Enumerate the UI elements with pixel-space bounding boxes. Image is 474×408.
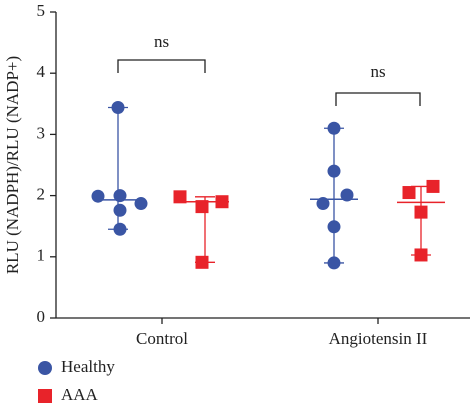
legend-marker — [38, 389, 52, 403]
point — [426, 179, 440, 193]
point — [195, 255, 209, 269]
y-tick-label: 1 — [37, 246, 46, 265]
point — [327, 256, 341, 270]
y-tick-label: 2 — [37, 185, 46, 204]
point — [113, 189, 127, 203]
point — [414, 248, 428, 262]
x-tick-label: Control — [136, 329, 188, 348]
bracket — [117, 59, 206, 73]
point — [327, 220, 341, 234]
point — [327, 121, 341, 135]
point — [113, 203, 127, 217]
point — [316, 197, 330, 211]
point — [134, 197, 148, 211]
y-tick-label: 5 — [37, 1, 46, 20]
point — [111, 100, 125, 114]
y-axis-label: RLU (NADPH)/RLU (NADP+) — [3, 56, 22, 274]
x-tick-label: Angiotensin II — [329, 329, 428, 348]
point — [340, 188, 354, 202]
legend-marker — [38, 361, 52, 375]
legend-label: AAA — [61, 385, 99, 404]
point — [215, 195, 229, 209]
point — [402, 186, 416, 200]
point — [173, 190, 187, 204]
point — [414, 205, 428, 219]
point — [327, 164, 341, 178]
point — [113, 222, 127, 236]
point — [91, 189, 105, 203]
point — [195, 200, 209, 214]
annotation: ns — [154, 32, 169, 51]
annotation: ns — [370, 62, 385, 81]
y-tick-label: 0 — [37, 307, 46, 326]
bracket — [335, 92, 421, 106]
y-tick-label: 4 — [37, 62, 46, 81]
legend-label: Healthy — [61, 357, 115, 376]
y-tick-label: 3 — [37, 123, 46, 142]
